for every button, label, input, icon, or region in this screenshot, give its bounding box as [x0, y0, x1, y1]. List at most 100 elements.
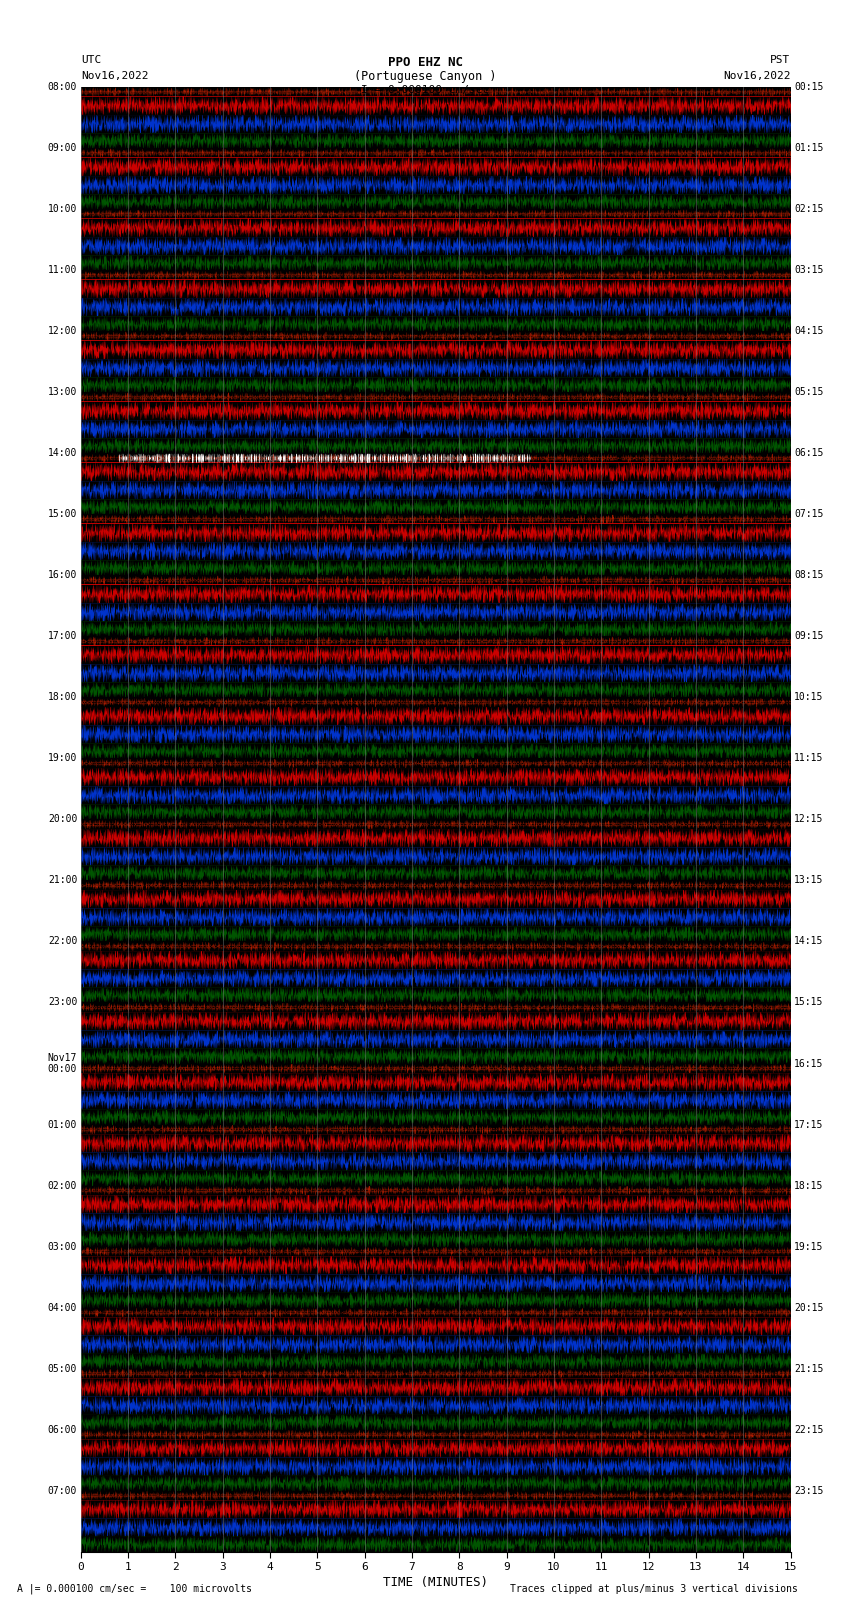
Bar	[81, 481, 791, 498]
Bar	[81, 636, 791, 645]
Bar	[81, 132, 791, 148]
Bar	[81, 706, 791, 724]
Bar	[81, 1308, 791, 1316]
Text: 16:00: 16:00	[48, 571, 77, 581]
Text: 14:00: 14:00	[48, 448, 77, 458]
Bar	[81, 498, 791, 515]
Text: 10:00: 10:00	[48, 205, 77, 215]
Text: 19:15: 19:15	[794, 1242, 824, 1252]
Text: 19:00: 19:00	[48, 753, 77, 763]
Text: 11:15: 11:15	[794, 753, 824, 763]
Text: 08:00: 08:00	[48, 82, 77, 92]
Bar	[81, 115, 791, 132]
Text: 02:00: 02:00	[48, 1181, 77, 1190]
Bar	[81, 987, 791, 1002]
Bar	[81, 392, 791, 402]
Bar	[81, 1257, 791, 1274]
Bar	[81, 1002, 791, 1011]
Text: 03:00: 03:00	[48, 1242, 77, 1252]
Bar	[81, 1378, 791, 1397]
Text: 18:00: 18:00	[48, 692, 77, 702]
Bar	[81, 158, 791, 176]
Bar	[81, 744, 791, 758]
Bar	[81, 786, 791, 805]
Bar	[81, 1429, 791, 1439]
Bar	[81, 908, 791, 926]
Bar	[81, 1011, 791, 1031]
Bar	[81, 621, 791, 636]
Bar	[81, 603, 791, 621]
Bar	[81, 969, 791, 987]
Bar	[81, 1152, 791, 1171]
Text: 22:00: 22:00	[48, 937, 77, 947]
Text: UTC: UTC	[81, 55, 101, 65]
Bar	[81, 237, 791, 255]
Bar	[81, 1397, 791, 1415]
Bar	[81, 515, 791, 524]
Text: 08:15: 08:15	[794, 571, 824, 581]
Bar	[81, 584, 791, 603]
Text: 05:15: 05:15	[794, 387, 824, 397]
Bar	[81, 269, 791, 279]
Bar	[81, 1048, 791, 1063]
Text: Nov16,2022: Nov16,2022	[81, 71, 148, 81]
Text: I = 0.000100 cm/sec: I = 0.000100 cm/sec	[361, 85, 489, 95]
Text: 10:15: 10:15	[794, 692, 824, 702]
Bar	[81, 439, 791, 453]
Bar	[81, 377, 791, 392]
Bar	[81, 1124, 791, 1134]
Bar	[81, 218, 791, 237]
Text: 02:15: 02:15	[794, 205, 824, 215]
Bar	[81, 1292, 791, 1308]
Bar	[81, 453, 791, 463]
Text: 05:00: 05:00	[48, 1363, 77, 1374]
Bar	[81, 1439, 791, 1457]
Bar	[81, 665, 791, 682]
Text: 03:15: 03:15	[794, 265, 824, 276]
Bar	[81, 542, 791, 560]
Bar	[81, 1353, 791, 1368]
Text: 16:15: 16:15	[794, 1058, 824, 1068]
Text: 11:00: 11:00	[48, 265, 77, 276]
Bar	[81, 768, 791, 786]
Bar	[81, 1368, 791, 1378]
Text: 07:00: 07:00	[48, 1486, 77, 1495]
Text: 06:00: 06:00	[48, 1424, 77, 1434]
Bar	[81, 331, 791, 340]
Bar	[81, 697, 791, 706]
Bar	[81, 890, 791, 908]
Bar	[81, 805, 791, 819]
Bar	[81, 1031, 791, 1048]
Bar	[81, 560, 791, 576]
Bar	[81, 1186, 791, 1195]
Text: 14:15: 14:15	[794, 937, 824, 947]
Text: 12:15: 12:15	[794, 815, 824, 824]
Bar	[81, 950, 791, 969]
Bar	[81, 210, 791, 218]
Bar	[81, 298, 791, 316]
Bar	[81, 926, 791, 942]
Bar	[81, 819, 791, 829]
Bar	[81, 1476, 791, 1490]
Text: 09:15: 09:15	[794, 631, 824, 642]
Text: PPO EHZ NC: PPO EHZ NC	[388, 55, 462, 69]
Text: 06:15: 06:15	[794, 448, 824, 458]
Text: 20:00: 20:00	[48, 815, 77, 824]
Bar	[81, 419, 791, 439]
Bar	[81, 942, 791, 950]
Bar	[81, 1231, 791, 1247]
Text: PST: PST	[770, 55, 790, 65]
Bar	[81, 829, 791, 847]
Text: 01:00: 01:00	[48, 1119, 77, 1129]
Bar	[81, 1171, 791, 1186]
Text: 13:00: 13:00	[48, 387, 77, 397]
Bar	[81, 758, 791, 768]
Bar	[81, 255, 791, 269]
Text: 04:15: 04:15	[794, 326, 824, 336]
Bar	[81, 316, 791, 331]
Bar	[81, 148, 791, 158]
Bar	[81, 1090, 791, 1110]
Text: 13:15: 13:15	[794, 876, 824, 886]
Text: Traces clipped at plus/minus 3 vertical divisions: Traces clipped at plus/minus 3 vertical …	[510, 1584, 798, 1594]
Text: 04:00: 04:00	[48, 1303, 77, 1313]
